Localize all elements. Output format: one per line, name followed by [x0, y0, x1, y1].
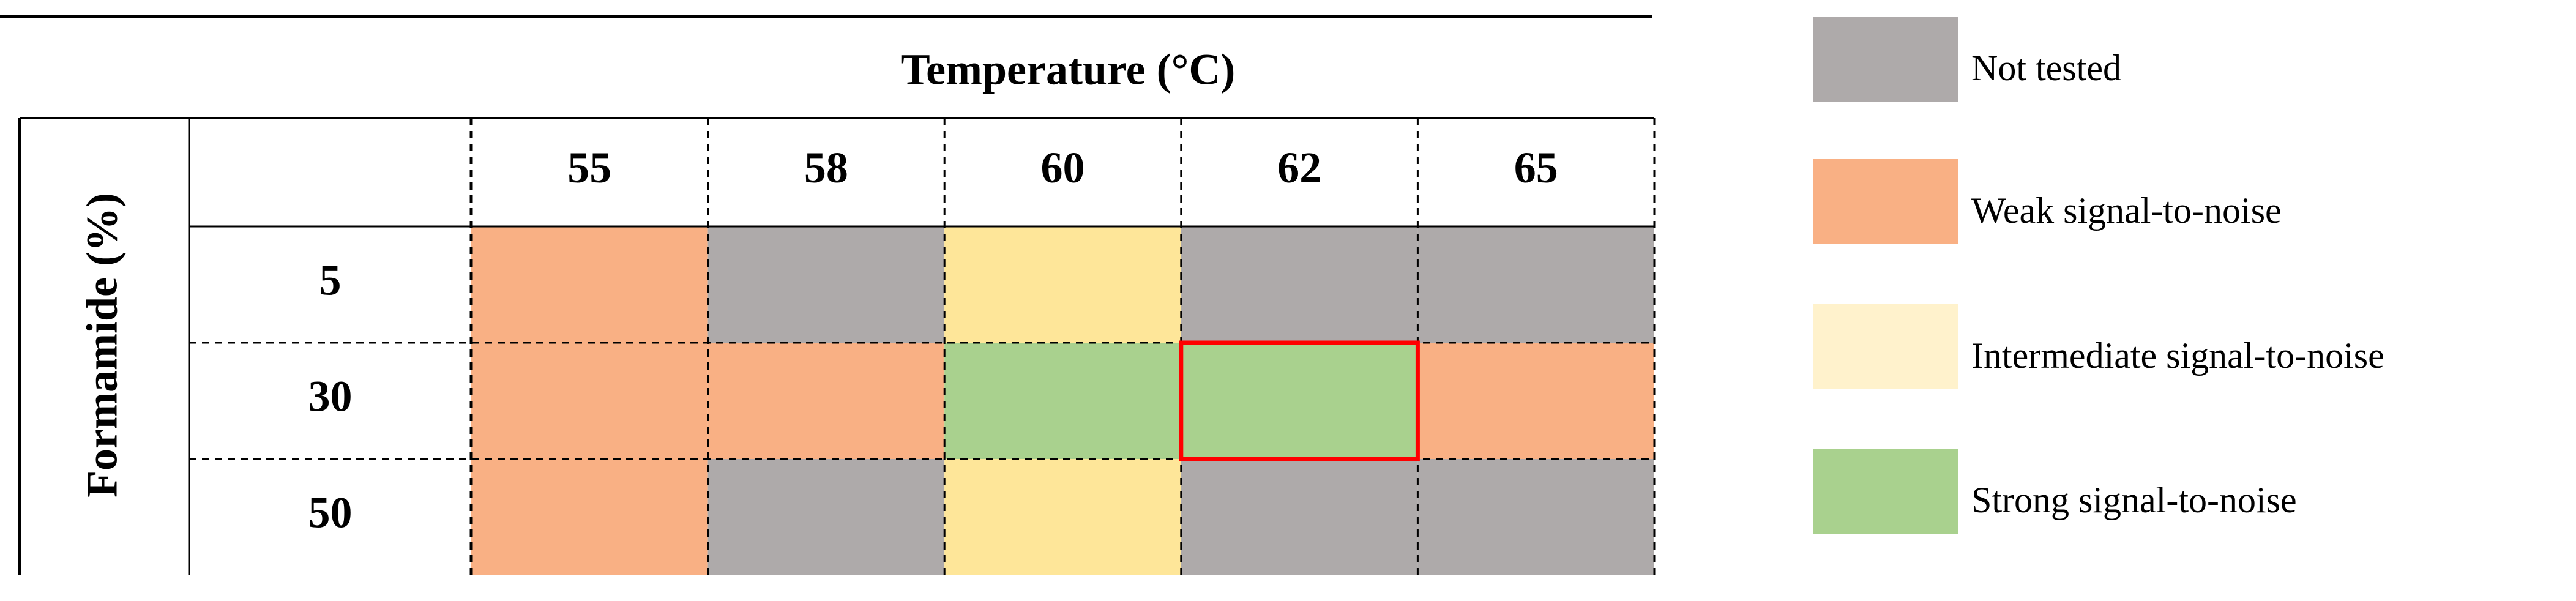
cell [707, 226, 945, 343]
column-label: 55 [567, 143, 611, 192]
cell [1181, 226, 1418, 343]
table-title: Temperature (°C) [901, 45, 1236, 94]
row-label: 50 [308, 488, 353, 537]
cell [944, 226, 1181, 343]
cell [707, 459, 945, 575]
legend-label: Intermediate signal-to-noise [1971, 335, 2384, 376]
cell [944, 343, 1181, 459]
row-label: 5 [319, 256, 342, 305]
cell [944, 459, 1181, 575]
row-label: 30 [308, 372, 353, 421]
cell [471, 343, 708, 459]
legend-swatch [1813, 304, 1958, 389]
legend-swatch [1813, 159, 1958, 244]
cell [1417, 343, 1654, 459]
row-axis-label: Formamide (%) [78, 193, 127, 498]
cell [1417, 226, 1654, 343]
legend-swatch [1813, 449, 1958, 534]
highlight [1179, 340, 1420, 461]
column-label: 58 [804, 143, 848, 192]
cell [707, 343, 945, 459]
legend-label: Weak signal-to-noise [1971, 190, 2282, 231]
cell [1181, 343, 1418, 459]
column-label: 60 [1041, 143, 1085, 192]
cell [1181, 459, 1418, 575]
cell [471, 226, 708, 343]
legend-label: Strong signal-to-noise [1971, 480, 2297, 520]
legend-swatch [1813, 17, 1958, 102]
cell [1417, 459, 1654, 575]
column-label: 62 [1277, 143, 1321, 192]
legend-label: Not tested [1971, 48, 2121, 88]
cell [471, 459, 708, 575]
column-label: 65 [1514, 143, 1558, 192]
